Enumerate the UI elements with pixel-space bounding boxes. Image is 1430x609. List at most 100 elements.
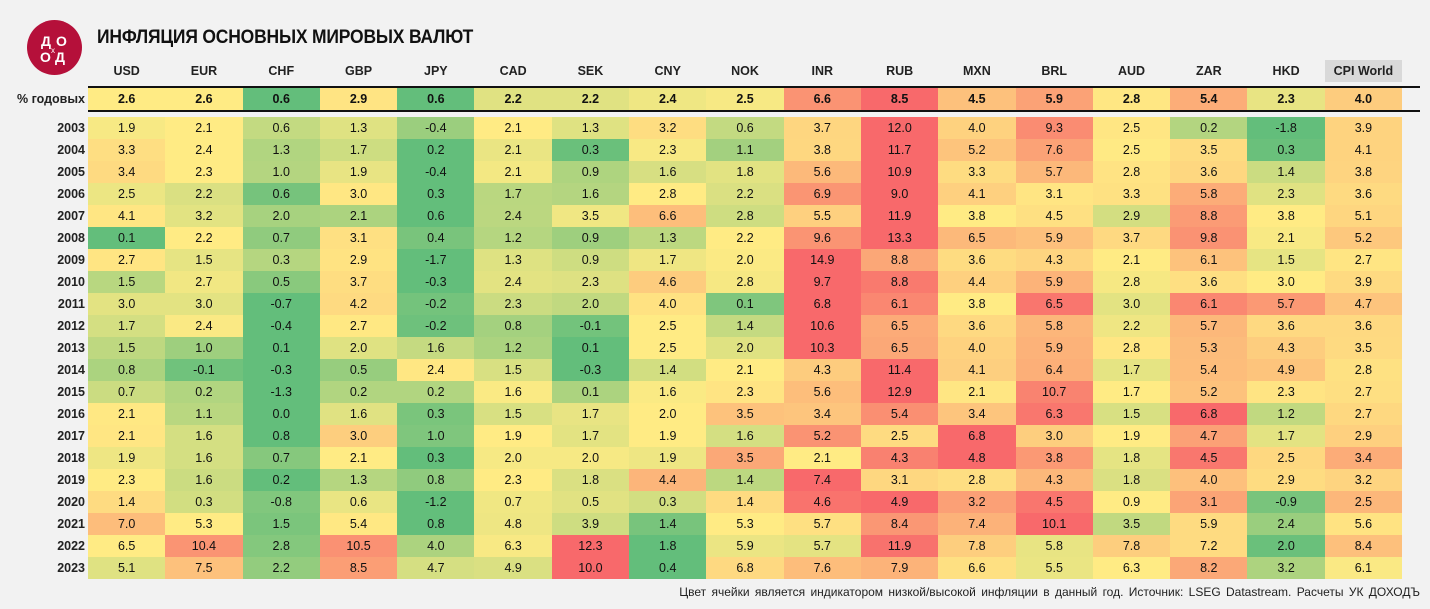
- heatmap-cell: 0.3: [397, 403, 475, 425]
- heatmap-cell: 2.2: [165, 183, 243, 205]
- heatmap-cell: 2.2: [551, 88, 630, 110]
- heatmap-cell: 7.2: [1170, 535, 1248, 557]
- heatmap-cell: 3.3: [938, 161, 1016, 183]
- heatmap-cell: 3.9: [551, 513, 630, 535]
- heatmap-cell: 3.7: [319, 271, 398, 293]
- heatmap-cell: 5.9: [706, 535, 784, 557]
- heatmap-cell: 1.9: [88, 447, 166, 469]
- heatmap-cell: 4.3: [860, 447, 939, 469]
- heatmap-cell: 6.1: [1324, 557, 1403, 579]
- heatmap-cell: 2.6: [165, 88, 243, 110]
- heatmap-cell: 1.7: [551, 403, 630, 425]
- heatmap-cell: 6.6: [938, 557, 1016, 579]
- heatmap-cell: 2.3: [706, 381, 784, 403]
- heatmap-cell: 2.3: [1247, 88, 1325, 110]
- heatmap-cell: 1.6: [706, 425, 784, 447]
- heatmap-cell: 5.2: [1170, 381, 1248, 403]
- heatmap-cell: 10.6: [783, 315, 861, 337]
- heatmap-cell: 12.9: [860, 381, 939, 403]
- row-label: 2012: [57, 319, 85, 333]
- column-header-brl: BRL: [1041, 64, 1068, 78]
- heatmap-cell: 4.1: [1324, 139, 1403, 161]
- heatmap-cell: 0.1: [551, 381, 630, 403]
- heatmap-cell: 2.2: [165, 227, 243, 249]
- heatmap-cell: 2.5: [1092, 139, 1171, 161]
- heatmap-cell: 2.4: [165, 315, 243, 337]
- heatmap-cell: 2.7: [1324, 381, 1403, 403]
- svg-text:Д: Д: [41, 33, 51, 49]
- heatmap-cell: 3.2: [165, 205, 243, 227]
- heatmap-cell: 4.3: [1015, 469, 1093, 491]
- heatmap-cell: 7.6: [1015, 139, 1093, 161]
- heatmap-cell: 7.5: [165, 557, 243, 579]
- heatmap-cell: 2.8: [706, 205, 784, 227]
- svg-text:Д: Д: [55, 49, 65, 65]
- row-label: 2016: [57, 407, 85, 421]
- heatmap-cell: 10.7: [1015, 381, 1093, 403]
- heatmap-cell: 2.7: [88, 249, 166, 271]
- average-row-top-border: [88, 86, 1420, 88]
- heatmap-cell: 6.5: [860, 315, 939, 337]
- heatmap-cell: 5.9: [1015, 337, 1093, 359]
- heatmap-cell: 0.6: [397, 205, 475, 227]
- row-label: % годовых: [17, 92, 85, 106]
- heatmap-cell: 5.5: [1015, 557, 1093, 579]
- heatmap-cell: 3.4: [88, 161, 166, 183]
- heatmap-cell: 3.1: [1015, 183, 1093, 205]
- heatmap-cell: 7.0: [88, 513, 166, 535]
- average-row-bottom-border: [88, 110, 1420, 112]
- heatmap-cell: 0.1: [706, 293, 784, 315]
- heatmap-cell: 10.0: [551, 557, 630, 579]
- heatmap-cell: 2.0: [706, 337, 784, 359]
- heatmap-cell: 1.7: [551, 425, 630, 447]
- row-label: 2009: [57, 253, 85, 267]
- heatmap-cell: -0.4: [242, 315, 320, 337]
- heatmap-cell: 2.6: [88, 88, 166, 110]
- heatmap-cell: 0.6: [397, 88, 475, 110]
- heatmap-cell: 4.0: [629, 293, 707, 315]
- heatmap-cell: 4.3: [783, 359, 861, 381]
- heatmap-cell: 0.3: [242, 249, 320, 271]
- column-header-aud: AUD: [1117, 64, 1146, 78]
- heatmap-cell: 4.0: [938, 337, 1016, 359]
- heatmap-cell: 1.2: [474, 227, 552, 249]
- heatmap-cell: 4.1: [938, 359, 1016, 381]
- heatmap-cell: 2.4: [629, 88, 707, 110]
- heatmap-cell: 2.8: [1092, 337, 1171, 359]
- row-label: 2023: [57, 561, 85, 575]
- heatmap-cell: 1.8: [706, 161, 784, 183]
- heatmap-cell: 1.5: [242, 513, 320, 535]
- row-label: 2010: [57, 275, 85, 289]
- heatmap-cell: 5.9: [1015, 227, 1093, 249]
- heatmap-cell: 2.7: [319, 315, 398, 337]
- heatmap-cell: 2.4: [1247, 513, 1325, 535]
- average-row: % годовых 2.6 2.6 0.6 2.9 0.6 2.2 2.2 2.4 2.5 6.6 8…: [0, 88, 1403, 110]
- heatmap-cell: 0.3: [629, 491, 707, 513]
- heatmap-cell: 4.4: [629, 469, 707, 491]
- heatmap-cell: 6.6: [783, 88, 861, 110]
- heatmap-cell: 3.6: [1324, 315, 1403, 337]
- heatmap-cell: 0.6: [242, 88, 320, 110]
- column-header-usd: USD: [113, 64, 140, 78]
- heatmap-cell: 6.4: [1015, 359, 1093, 381]
- heatmap-cell: 1.9: [629, 447, 707, 469]
- heatmap-cell: 6.6: [629, 205, 707, 227]
- heatmap-cell: 5.4: [1170, 88, 1248, 110]
- heatmap-cell: -0.1: [165, 359, 243, 381]
- heatmap-cell: 2.9: [1247, 469, 1325, 491]
- heatmap-cell: 2.5: [88, 183, 166, 205]
- column-header-nok: NOK: [731, 64, 759, 78]
- heatmap-cell: 2.3: [474, 469, 552, 491]
- heatmap-cell: 3.0: [1092, 293, 1171, 315]
- heatmap-cell: 2.8: [1092, 161, 1171, 183]
- heatmap-cell: 4.0: [1324, 88, 1403, 110]
- heatmap-cell: 1.5: [88, 337, 166, 359]
- heatmap-cell: 3.8: [938, 293, 1016, 315]
- row-label: 2019: [57, 473, 85, 487]
- heatmap-cell: 0.9: [551, 227, 630, 249]
- heatmap-cell: -0.7: [242, 293, 320, 315]
- heatmap-cell: 4.9: [860, 491, 939, 513]
- heatmap-cell: 2.3: [629, 139, 707, 161]
- heatmap-cell: 5.7: [1170, 315, 1248, 337]
- heatmap-cell: 5.8: [1170, 183, 1248, 205]
